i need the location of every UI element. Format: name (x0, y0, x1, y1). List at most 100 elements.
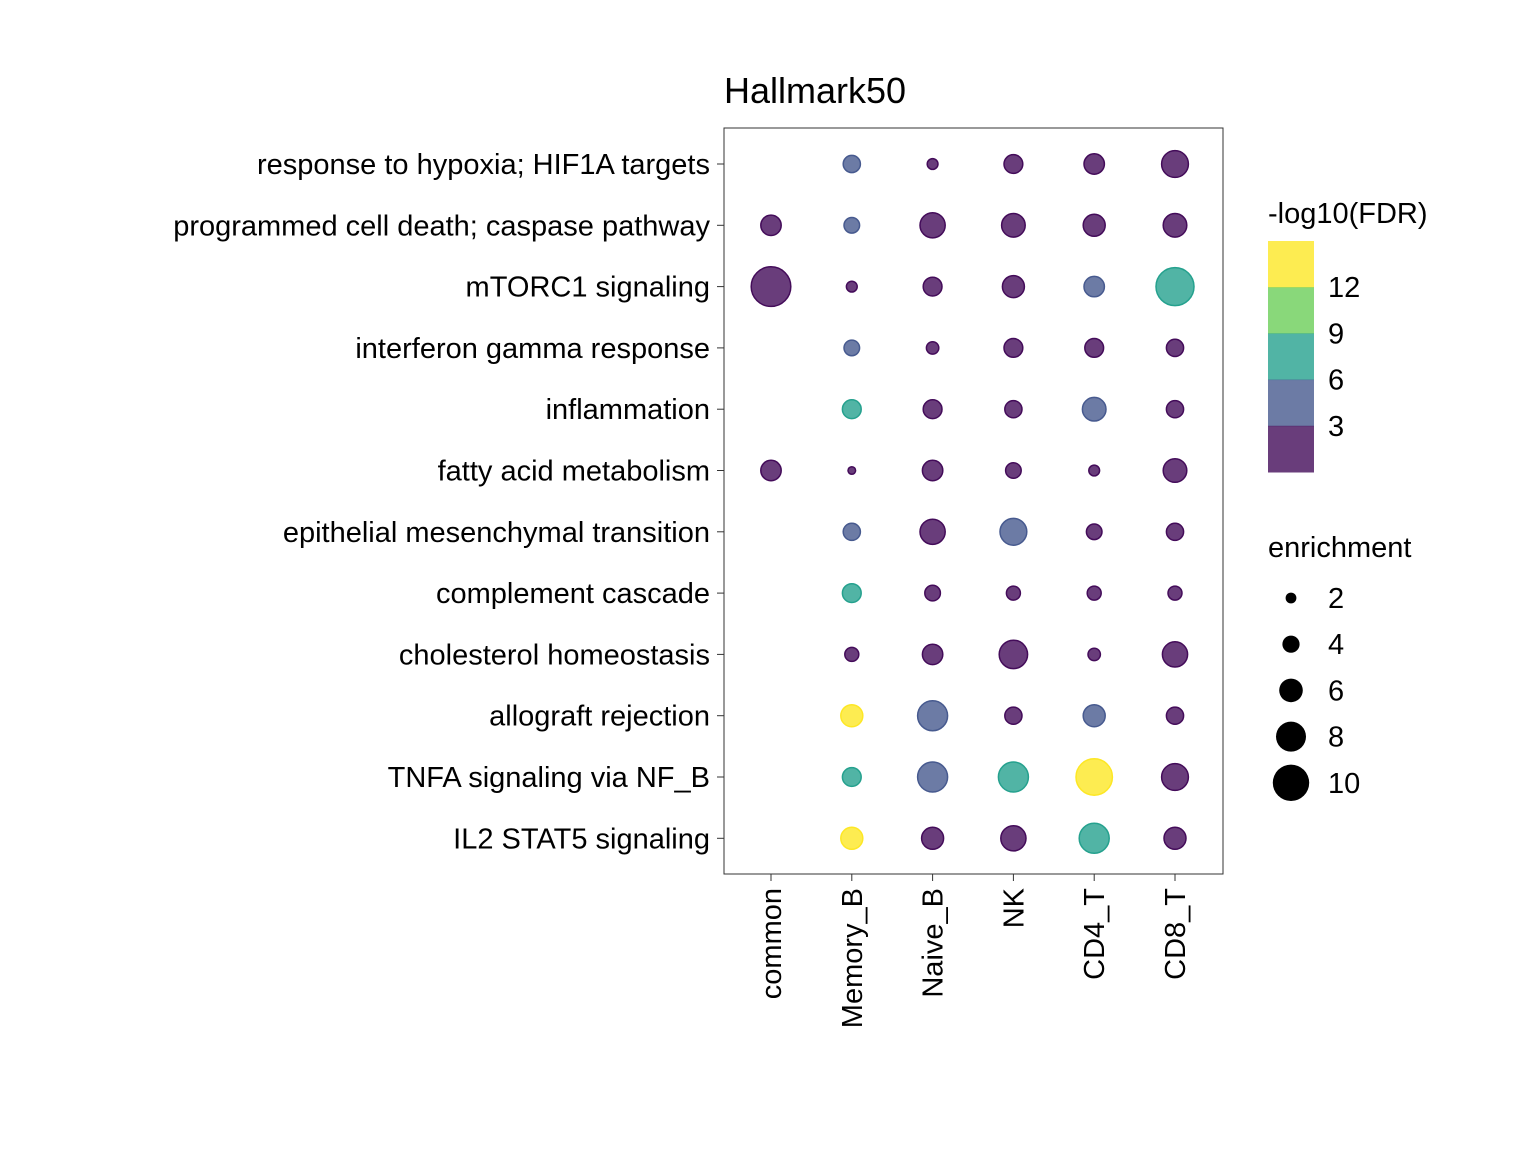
point-nk-response-to-hypoxia-hif1a-targets (1003, 153, 1024, 175)
y-tick-label-il2-stat5-signaling: IL2 STAT5 signaling (453, 823, 710, 855)
y-tick-label-interferon-gamma-response: interferon gamma response (355, 333, 710, 365)
point-cd8-t-epithelial-mesenchymal-transition (1165, 522, 1185, 542)
point-naive-b-allograft-rejection (916, 699, 949, 732)
color-legend-label-6: 6 (1328, 365, 1344, 397)
y-tick-label-programmed-cell-death-caspase-pathway: programmed cell death; caspase pathway (173, 210, 710, 242)
point-nk-tnfa-signaling-via-nf-b (997, 761, 1030, 793)
size-legend-dot-4 (1282, 635, 1300, 653)
point-cd4-t-complement-cascade (1086, 585, 1102, 601)
point-naive-b-mtorc1-signaling (922, 276, 943, 297)
point-nk-mtorc1-signaling (1001, 274, 1026, 299)
point-cd8-t-allograft-rejection (1165, 706, 1185, 726)
size-legend: enrichment 2 4 6 8 10 (1268, 532, 1411, 801)
point-memory-b-epithelial-mesenchymal-transition (842, 522, 862, 542)
point-cd4-t-inflammation (1081, 396, 1107, 422)
point-nk-complement-cascade (1005, 585, 1022, 601)
size-legend-label-2: 2 (1328, 583, 1344, 615)
point-cd8-t-interferon-gamma-response (1165, 338, 1185, 358)
point-naive-b-fatty-acid-metabolism (921, 459, 944, 482)
point-cd4-t-response-to-hypoxia-hif1a-targets (1083, 153, 1106, 175)
plot-panel (723, 127, 1224, 875)
points-layer (750, 149, 1195, 855)
point-nk-interferon-gamma-response (1003, 337, 1024, 359)
point-memory-b-fatty-acid-metabolism (847, 465, 857, 476)
y-tick-label-epithelial-mesenchymal-transition: epithelial mesenchymal transition (283, 517, 710, 549)
point-common-fatty-acid-metabolism (760, 459, 782, 482)
point-cd4-t-interferon-gamma-response (1084, 337, 1105, 359)
point-nk-il2-stat5-signaling (1000, 824, 1027, 852)
point-cd8-t-cholesterol-homeostasis (1161, 641, 1189, 668)
point-memory-b-interferon-gamma-response (843, 339, 861, 357)
color-legend-bin-9-12 (1268, 287, 1314, 334)
point-memory-b-response-to-hypoxia-hif1a-targets (842, 154, 862, 174)
point-naive-b-inflammation (922, 399, 943, 420)
point-cd8-t-response-to-hypoxia-hif1a-targets (1160, 149, 1190, 179)
color-legend-bin-12-15 (1268, 241, 1314, 288)
size-legend-dot-2 (1285, 592, 1297, 604)
x-tick-label-nk: NK (998, 887, 1030, 928)
point-memory-b-inflammation (841, 399, 862, 420)
size-legend-label-6: 6 (1328, 675, 1344, 707)
point-cd4-t-mtorc1-signaling (1083, 275, 1106, 298)
point-cd8-t-complement-cascade (1167, 585, 1183, 601)
y-tick-label-allograft-rejection: allograft rejection (489, 701, 710, 733)
x-axis: common Memory_B Naive_B NK CD4_T CD8_T (756, 874, 1192, 1028)
point-cd4-t-fatty-acid-metabolism (1088, 464, 1101, 477)
point-naive-b-response-to-hypoxia-hif1a-targets (926, 157, 939, 171)
point-memory-b-il2-stat5-signaling (840, 826, 864, 851)
size-legend-dot-6 (1279, 678, 1303, 703)
point-common-programmed-cell-death-caspase-pathway (760, 214, 782, 237)
point-memory-b-allograft-rejection (840, 703, 864, 728)
point-naive-b-complement-cascade (924, 584, 942, 602)
point-naive-b-epithelial-mesenchymal-transition (919, 518, 946, 546)
point-nk-inflammation (1004, 399, 1023, 419)
y-tick-label-complement-cascade: complement cascade (436, 578, 710, 610)
point-naive-b-il2-stat5-signaling (920, 826, 945, 851)
point-cd4-t-tnfa-signaling-via-nf-b (1075, 758, 1114, 796)
y-tick-label-fatty-acid-metabolism: fatty acid metabolism (438, 456, 710, 488)
size-legend-label-4: 4 (1328, 629, 1344, 661)
point-common-mtorc1-signaling (750, 266, 792, 308)
point-naive-b-tnfa-signaling-via-nf-b (916, 761, 949, 793)
color-legend-label-9: 9 (1328, 318, 1344, 350)
y-tick-label-tnfa-signaling-via-nf-b: TNFA signaling via NF_B (388, 762, 710, 794)
x-tick-label-cd8-t: CD8_T (1160, 888, 1192, 980)
point-naive-b-interferon-gamma-response (925, 340, 940, 355)
point-cd8-t-mtorc1-signaling (1155, 266, 1195, 307)
y-tick-label-cholesterol-homeostasis: cholesterol homeostasis (399, 639, 710, 671)
chart-title: Hallmark50 (724, 70, 906, 111)
point-naive-b-cholesterol-homeostasis (921, 643, 944, 666)
point-cd4-t-cholesterol-homeostasis (1087, 647, 1102, 662)
point-nk-allograft-rejection (1004, 706, 1023, 726)
color-legend-title: -log10(FDR) (1268, 198, 1428, 230)
y-tick-label-inflammation: inflammation (546, 394, 710, 426)
point-naive-b-programmed-cell-death-caspase-pathway (919, 211, 946, 239)
x-tick-label-common: common (756, 888, 788, 999)
point-memory-b-cholesterol-homeostasis (844, 646, 860, 663)
y-axis: response to hypoxia; HIF1A targets progra… (173, 149, 724, 855)
y-tick-label-response-to-hypoxia-hif1a-targets: response to hypoxia; HIF1A targets (257, 149, 710, 181)
size-legend-dot-10 (1272, 764, 1310, 801)
point-memory-b-complement-cascade (841, 582, 862, 604)
point-cd8-t-inflammation (1165, 399, 1185, 419)
point-nk-epithelial-mesenchymal-transition (999, 517, 1028, 546)
x-tick-label-naive-b: Naive_B (918, 888, 950, 998)
point-nk-programmed-cell-death-caspase-pathway (1000, 212, 1026, 238)
point-nk-fatty-acid-metabolism (1004, 461, 1022, 480)
color-legend-bin-3-6 (1268, 379, 1314, 427)
point-nk-cholesterol-homeostasis (998, 639, 1029, 670)
x-tick-label-cd4-t: CD4_T (1079, 888, 1111, 980)
size-legend-dot-8 (1276, 721, 1306, 752)
color-legend-bin-0-3 (1268, 425, 1314, 473)
point-cd8-t-programmed-cell-death-caspase-pathway (1162, 212, 1188, 238)
point-cd4-t-il2-stat5-signaling (1078, 822, 1110, 855)
color-legend-label-12: 12 (1328, 272, 1360, 304)
color-legend-bin-6-9 (1268, 333, 1314, 381)
point-memory-b-mtorc1-signaling (845, 280, 858, 293)
size-legend-label-10: 10 (1328, 768, 1360, 800)
point-cd8-t-fatty-acid-metabolism (1162, 457, 1188, 484)
point-cd8-t-il2-stat5-signaling (1163, 826, 1187, 851)
point-cd4-t-epithelial-mesenchymal-transition (1085, 523, 1103, 541)
point-memory-b-tnfa-signaling-via-nf-b (841, 766, 862, 788)
